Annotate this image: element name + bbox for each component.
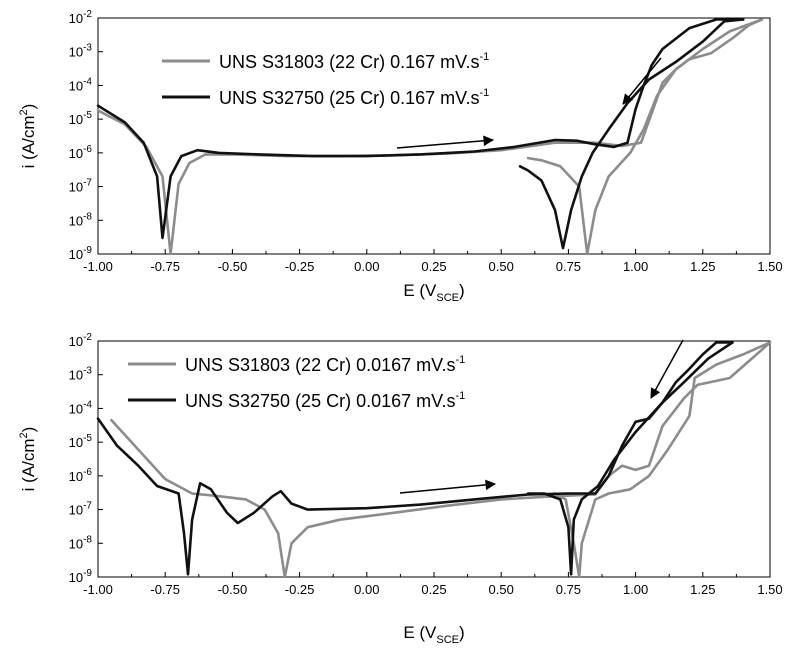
y-tick-label: 10-4 <box>69 76 93 93</box>
x-tick-label: 0.25 <box>421 582 446 597</box>
x-tick-label: 1.25 <box>690 582 715 597</box>
chart-bottom: -1.00 -0.75 -0.50 -0.25 0.00 0.25 0.50 0.75 1.00… <box>18 332 783 646</box>
forward-scan-arrow <box>399 479 497 494</box>
y-tick-label: 10-6 <box>69 467 93 484</box>
legend-label-s31803: UNS S31803 (22 Cr) 0.167 mV.s-1 <box>219 51 489 72</box>
plot-frame <box>97 340 771 578</box>
x-tick-label: 0.75 <box>556 259 581 274</box>
x-tick-label: 0.00 <box>354 259 379 274</box>
x-tick-label: 1.50 <box>757 259 782 274</box>
x-tick-label: -0.50 <box>218 582 248 597</box>
x-tick-label: -0.25 <box>285 259 315 274</box>
x-tick-label: -1.00 <box>83 582 113 597</box>
series-0-reverse-curve <box>553 341 772 579</box>
x-axis-label: E (VSCE) <box>403 623 464 646</box>
x-axis-label: E (VSCE) <box>403 281 464 304</box>
x-tick-label: -0.25 <box>285 582 315 597</box>
x-ticks: -1.00 -0.75 -0.50 -0.25 0.00 0.25 0.50 0.75 1.00… <box>83 572 783 597</box>
y-tick-label: 10-9 <box>69 245 93 262</box>
y-ticks: 10-9 10-8 10-7 10-6 10-5 10-4 10-3 10-2 <box>69 332 103 585</box>
reverse-scan-arrow <box>622 57 662 105</box>
y-axis-label: i (A/cm2) <box>18 104 38 169</box>
forward-scan-arrow <box>396 135 495 149</box>
x-tick-label: 1.25 <box>690 259 715 274</box>
x-tick-label: -1.00 <box>83 259 113 274</box>
legend: UNS S31803 (22 Cr) 0.167 mV.s-1 UNS S327… <box>162 51 489 108</box>
x-tick-label: 0.00 <box>354 582 379 597</box>
y-tick-label: 10-5 <box>69 433 93 450</box>
series-0-forward-curve <box>110 341 772 579</box>
series-1-reverse-curve <box>526 341 734 576</box>
x-tick-label: 1.00 <box>623 582 648 597</box>
legend-label-s32750: UNS S32750 (25 Cr) 0.0167 mV.s-1 <box>185 390 465 411</box>
y-ticks: 10-9 10-8 10-7 10-6 10-5 10-4 10-3 10-2 <box>69 9 103 262</box>
x-tick-label: -0.75 <box>150 259 180 274</box>
y-tick-label: 10-8 <box>69 211 93 228</box>
y-tick-label: 10-2 <box>69 9 93 26</box>
x-tick-label: 0.75 <box>556 582 581 597</box>
y-tick-label: 10-3 <box>69 43 93 60</box>
legend: UNS S31803 (22 Cr) 0.0167 mV.s-1 UNS S32… <box>128 354 465 411</box>
y-axis-label: i (A/cm2) <box>18 427 38 492</box>
legend-label-s32750: UNS S32750 (25 Cr) 0.167 mV.s-1 <box>219 87 489 108</box>
y-tick-label: 10-8 <box>69 534 93 551</box>
x-tick-label: 1.00 <box>623 259 648 274</box>
x-ticks: -1.00 -0.75 -0.50 -0.25 0.00 0.25 0.50 0.75 1.00… <box>83 249 783 274</box>
y-tick-label: 10-9 <box>69 568 93 585</box>
y-tick-label: 10-7 <box>69 178 93 195</box>
y-tick-label: 10-5 <box>69 110 93 127</box>
x-tick-label: 0.50 <box>489 582 514 597</box>
x-tick-label: 1.50 <box>757 582 782 597</box>
y-tick-label: 10-6 <box>69 144 93 161</box>
reverse-scan-arrow <box>650 339 684 399</box>
series-curves <box>96 341 772 579</box>
series-1-forward-curve <box>96 341 734 576</box>
x-tick-label: -0.75 <box>150 582 180 597</box>
y-tick-label: 10-3 <box>69 366 93 383</box>
y-tick-label: 10-2 <box>69 332 93 349</box>
y-tick-label: 10-7 <box>69 501 93 518</box>
x-tick-label: -0.50 <box>218 259 248 274</box>
series-1-reverse-curve <box>518 18 745 250</box>
chart-top: -1.00 -0.75 -0.50 -0.25 0.00 0.25 0.50 0.75 1.00… <box>18 9 783 304</box>
legend-label-s31803: UNS S31803 (22 Cr) 0.0167 mV.s-1 <box>185 354 465 375</box>
y-tick-label: 10-4 <box>69 399 93 416</box>
x-tick-label: 0.25 <box>421 259 446 274</box>
x-tick-label: 0.50 <box>489 259 514 274</box>
series-0-reverse-curve <box>526 18 764 256</box>
